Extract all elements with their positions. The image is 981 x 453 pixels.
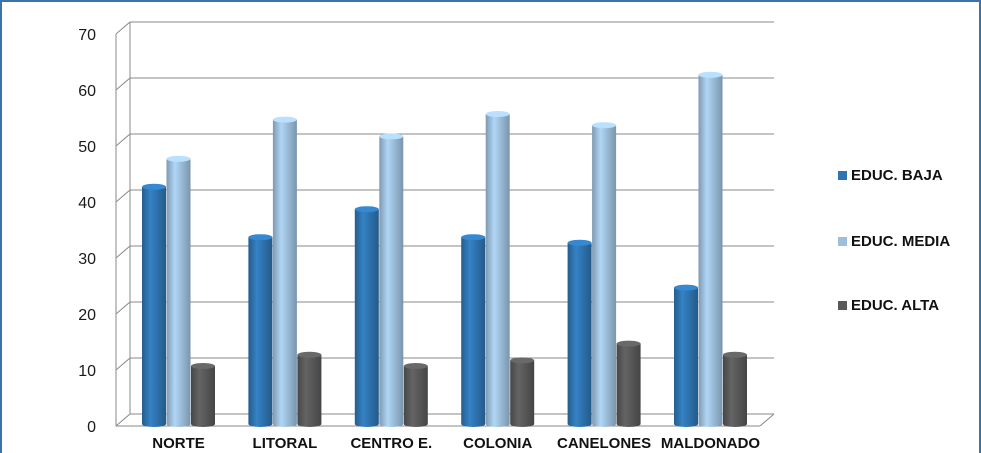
bar-educ-media-maldonado	[698, 71, 723, 428]
bar-body	[723, 354, 747, 427]
bar-body	[698, 74, 723, 428]
x-category-label-centro-e: CENTRO E.	[350, 435, 432, 452]
x-category-label-norte: NORTE	[152, 435, 205, 452]
y-tick-label: 0	[87, 419, 96, 436]
bar-educ-baja-maldonado	[674, 284, 698, 427]
legend-label-educ-baja: EDUC. BAJA	[851, 167, 943, 184]
gridline-side	[115, 301, 131, 315]
bar-top	[461, 234, 486, 241]
bar-educ-baja-canelones	[567, 239, 592, 428]
bar-body	[191, 366, 215, 427]
bar-body	[272, 119, 297, 428]
floor-edge	[759, 413, 775, 427]
bar-top	[723, 351, 747, 358]
x-category-label-maldonado: MALDONADO	[661, 435, 760, 452]
legend-swatch-educ-baja	[838, 171, 847, 180]
bar-educ-media-norte	[166, 155, 191, 428]
y-tick-label: 40	[78, 195, 96, 212]
bar-educ-baja-litoral	[248, 234, 273, 428]
gridline-side	[115, 189, 131, 203]
y-tick-label: 60	[78, 83, 96, 100]
bar-top	[674, 284, 698, 291]
bar-top	[354, 206, 379, 213]
legend-swatch-educ-alta	[838, 301, 847, 310]
bar-top	[166, 155, 191, 162]
bar-educ-baja-colonia	[461, 234, 486, 428]
bar-educ-baja-centro-e	[354, 206, 379, 428]
bar-educ-baja-norte	[142, 183, 166, 427]
bar-top	[248, 234, 273, 241]
y-tick-label: 10	[78, 363, 96, 380]
bar-top	[297, 351, 322, 358]
bar-top	[698, 71, 723, 78]
gridline-side	[115, 21, 131, 35]
bar-top	[567, 239, 592, 246]
bar-top	[191, 363, 215, 369]
bar-top	[272, 116, 297, 123]
y-axis-ticks: 0 10 20 30 40 50 60 70	[78, 27, 96, 436]
x-category-label-litoral: LITORAL	[253, 435, 318, 452]
bar-educ-alta-norte	[191, 363, 215, 427]
y-tick-label: 20	[78, 307, 96, 324]
bar-body	[510, 360, 535, 428]
bar-body	[485, 114, 510, 428]
gridline-side	[115, 357, 131, 371]
bar-top	[616, 340, 641, 347]
bar-educ-alta-maldonado	[723, 351, 747, 427]
gridline-side	[115, 413, 131, 427]
bar-body	[354, 209, 379, 428]
bar-educ-alta-litoral	[297, 351, 322, 428]
bar-educ-media-litoral	[272, 116, 297, 428]
bar-body	[403, 366, 428, 428]
bar-educ-media-centro-e	[379, 133, 404, 428]
bar-body	[379, 136, 404, 428]
bar-body	[248, 237, 273, 428]
bar-top	[403, 363, 428, 369]
gridline-side	[115, 77, 131, 91]
y-tick-label: 70	[78, 27, 96, 44]
bar-top	[142, 183, 166, 190]
bar-body	[461, 237, 486, 428]
bar-top	[510, 357, 535, 364]
bar-body	[616, 343, 641, 428]
bar-body	[674, 287, 698, 427]
bar-body	[166, 158, 191, 428]
bar-educ-media-colonia	[485, 111, 510, 428]
gridlines	[115, 21, 775, 427]
bar-body	[142, 186, 166, 427]
bar-educ-alta-canelones	[616, 340, 641, 428]
y-tick-label: 30	[78, 251, 96, 268]
bar-top	[592, 122, 617, 129]
legend-label-educ-alta: EDUC. ALTA	[851, 297, 940, 314]
bar-top	[379, 133, 404, 140]
bar-body	[567, 242, 592, 428]
gridline-side	[115, 133, 131, 147]
bar-educ-alta-centro-e	[403, 363, 428, 428]
bar-educ-alta-colonia	[510, 357, 535, 428]
bar-body	[297, 354, 322, 428]
legend-swatch-educ-media	[838, 237, 847, 246]
y-tick-label: 50	[78, 139, 96, 156]
legend-label-educ-media: EDUC. MEDIA	[851, 233, 951, 250]
x-axis-categories: NORTE LITORAL CENTRO E. COLONIA CANELONES MAL…	[152, 435, 760, 452]
bar-body	[592, 125, 617, 428]
bar-educ-media-canelones	[592, 122, 617, 428]
bar-top	[485, 111, 510, 117]
gridline-side	[115, 245, 131, 259]
x-category-label-canelones: CANELONES	[557, 435, 651, 452]
x-category-label-colonia: COLONIA	[463, 435, 532, 452]
bars	[142, 71, 747, 428]
